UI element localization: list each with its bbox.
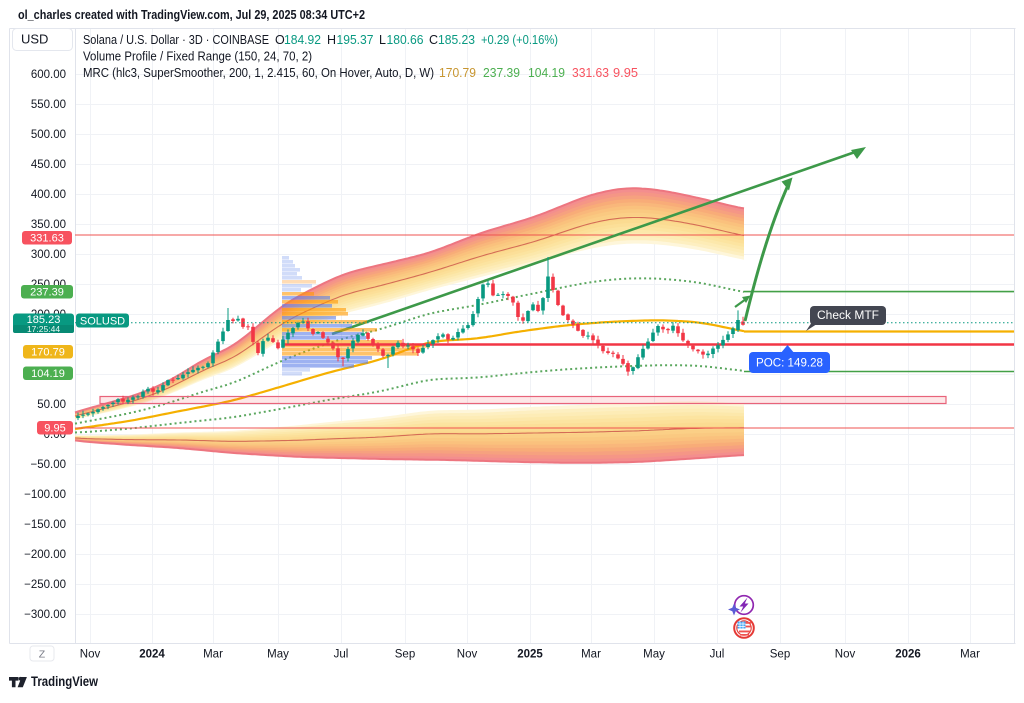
svg-text:Sep: Sep <box>770 649 790 661</box>
svg-text:MRC (hlc3, SuperSmoother, 200,: MRC (hlc3, SuperSmoother, 200, 1, 2.415,… <box>83 66 434 80</box>
svg-text:331.63: 331.63 <box>572 66 609 80</box>
svg-text:Mar: Mar <box>203 649 223 661</box>
svg-text:−100.00: −100.00 <box>24 489 66 501</box>
svg-text:180.66: 180.66 <box>387 33 424 47</box>
svg-text:Nov: Nov <box>80 649 101 661</box>
svg-text:O: O <box>275 33 285 47</box>
svg-text:TradingView: TradingView <box>31 674 98 689</box>
svg-text:9.95: 9.95 <box>613 66 638 80</box>
svg-text:500.00: 500.00 <box>31 129 66 141</box>
svg-text:450.00: 450.00 <box>31 159 66 171</box>
svg-text:POC: 149.28: POC: 149.28 <box>756 358 823 370</box>
svg-text:237.39: 237.39 <box>30 287 64 299</box>
svg-text:170.79: 170.79 <box>439 66 476 80</box>
svg-text:350.00: 350.00 <box>31 219 66 231</box>
svg-text:May: May <box>267 649 289 661</box>
svg-text:−150.00: −150.00 <box>24 519 66 531</box>
svg-text:170.79: 170.79 <box>31 347 65 359</box>
svg-text:SOLUSD: SOLUSD <box>80 316 125 328</box>
svg-text:2026: 2026 <box>895 649 921 661</box>
svg-text:Jul: Jul <box>710 649 725 661</box>
svg-text:550.00: 550.00 <box>31 99 66 111</box>
svg-text:Nov: Nov <box>835 649 856 661</box>
svg-text:Check MTF: Check MTF <box>817 310 879 322</box>
svg-text:2024: 2024 <box>139 649 165 661</box>
svg-text:May: May <box>643 649 665 661</box>
svg-text:−50.00: −50.00 <box>31 459 67 471</box>
svg-text:185.23: 185.23 <box>438 33 475 47</box>
svg-text:+0.29 (+0.16%): +0.29 (+0.16%) <box>481 33 558 47</box>
svg-text:9.95: 9.95 <box>44 423 65 435</box>
svg-text:17:25:44: 17:25:44 <box>27 324 60 334</box>
svg-text:Volume Profile / Fixed Range (: Volume Profile / Fixed Range (150, 24, 7… <box>83 50 312 64</box>
svg-text:Jul: Jul <box>334 649 349 661</box>
svg-text:400.00: 400.00 <box>31 189 66 201</box>
svg-text:Z: Z <box>39 649 46 661</box>
svg-text:184.92: 184.92 <box>284 33 321 47</box>
svg-text:Sep: Sep <box>395 649 415 661</box>
svg-text:C: C <box>429 33 438 47</box>
svg-text:Mar: Mar <box>581 649 601 661</box>
svg-text:Nov: Nov <box>457 649 478 661</box>
svg-text:104.19: 104.19 <box>528 66 565 80</box>
svg-text:104.19: 104.19 <box>31 368 65 380</box>
svg-text:185.23: 185.23 <box>27 314 61 326</box>
svg-text:−200.00: −200.00 <box>24 549 66 561</box>
svg-text:−300.00: −300.00 <box>24 609 66 621</box>
svg-text:Mar: Mar <box>960 649 980 661</box>
svg-text:331.63: 331.63 <box>30 233 64 245</box>
svg-text:300.00: 300.00 <box>31 249 66 261</box>
svg-text:600.00: 600.00 <box>31 69 66 81</box>
svg-text:USD: USD <box>21 32 48 47</box>
svg-text:Solana / U.S. Dollar · 3D · CO: Solana / U.S. Dollar · 3D · COINBASE <box>83 33 269 47</box>
svg-text:195.37: 195.37 <box>337 33 374 47</box>
svg-text:H: H <box>327 33 336 47</box>
svg-text:237.39: 237.39 <box>483 66 520 80</box>
svg-text:2025: 2025 <box>517 649 543 661</box>
svg-text:50.00: 50.00 <box>37 399 66 411</box>
svg-text:ol_charles created with Tradin: ol_charles created with TradingView.com,… <box>18 8 365 22</box>
svg-text:L: L <box>379 33 386 47</box>
svg-text:−250.00: −250.00 <box>24 579 66 591</box>
